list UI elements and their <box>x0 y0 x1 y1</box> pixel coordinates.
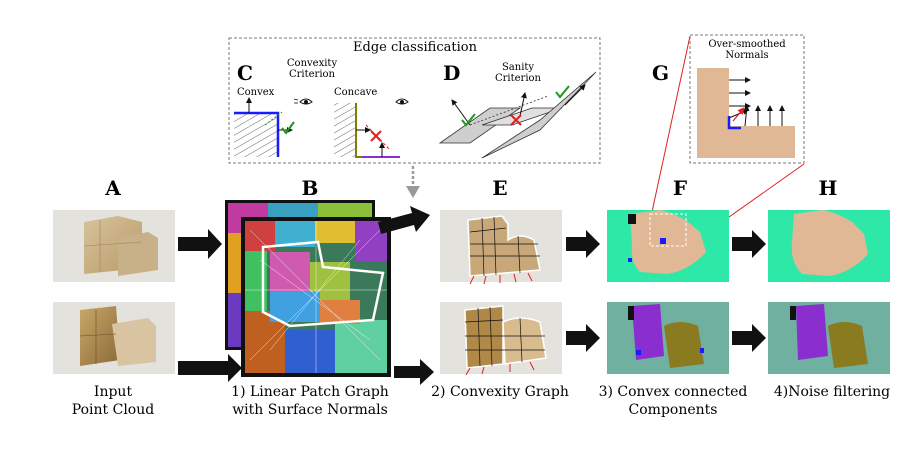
convexity-graph-top <box>440 210 562 285</box>
arrow-a-to-b-top <box>178 229 222 259</box>
edge-classification-box: Edge classification C Convexity Criterio… <box>228 37 601 164</box>
arrow-f-to-h-bottom <box>732 324 766 352</box>
panel-letter-e: E <box>492 176 507 200</box>
caption-step1-line1: 1) Linear Patch Graph <box>231 384 389 400</box>
eye-icon <box>293 98 313 105</box>
g-title-line1: Over-smoothed <box>708 39 786 50</box>
filtered-bottom <box>768 302 890 374</box>
caption-input-line2: Point Cloud <box>72 402 154 418</box>
convexity-graph-bottom <box>440 302 562 376</box>
g-box: G Over-smoothed Normals <box>652 34 805 164</box>
convexity-criterion-line1: Convexity <box>287 58 338 69</box>
caption-step2: 2) Convexity Graph <box>431 384 569 400</box>
panel-letter-h: H <box>819 176 838 200</box>
concave-sketch <box>334 98 409 158</box>
convex-label: Convex <box>237 87 275 98</box>
convex-sketch <box>234 97 313 157</box>
panel-letter-g: G <box>652 61 669 85</box>
filtered-top <box>768 210 890 282</box>
panel-letter-f: F <box>673 176 687 200</box>
arrow-a-to-b-bottom <box>178 354 242 382</box>
components-top <box>607 210 729 282</box>
patch-graph-front <box>241 217 391 377</box>
check-icon <box>461 113 476 127</box>
caption-input-line1: Input <box>94 384 133 400</box>
caption-step3-line2: Components <box>629 402 718 418</box>
panel-letter-d: D <box>443 61 460 85</box>
concave-label: Concave <box>334 87 377 98</box>
arrow-b-to-e-top <box>378 206 430 234</box>
panel-letter-b: B <box>302 176 319 200</box>
cross-icon <box>510 114 522 126</box>
convexity-criterion-line2: Criterion <box>289 69 336 80</box>
caption-step1-line2: with Surface Normals <box>232 402 388 418</box>
cross-icon <box>370 130 382 142</box>
eye-icon <box>395 98 409 105</box>
arrow-e-to-f-top <box>566 230 600 258</box>
edge-classification-title: Edge classification <box>353 40 478 55</box>
sanity-criterion-line1: Sanity <box>502 62 534 73</box>
sanity-criterion-line2: Criterion <box>495 73 542 84</box>
check-icon <box>555 85 570 99</box>
arrow-b-to-e-bottom <box>394 359 434 385</box>
check-icon <box>281 121 295 135</box>
input-photo-top <box>53 210 175 282</box>
sanity-sketch <box>438 71 597 159</box>
panel-letter-c: C <box>237 61 253 85</box>
caption-step4: 4)Noise filtering <box>774 384 890 400</box>
components-bottom <box>607 302 729 374</box>
arrow-f-to-h-top <box>732 230 766 258</box>
grey-dashed-arrow <box>406 166 420 198</box>
zoom-box <box>649 213 687 247</box>
input-photo-bottom <box>53 302 175 374</box>
panel-letter-a: A <box>104 176 121 200</box>
arrow-e-to-f-bottom <box>566 324 600 352</box>
caption-step3-line1: 3) Convex connected <box>599 384 748 400</box>
g-title-line2: Normals <box>725 50 768 61</box>
